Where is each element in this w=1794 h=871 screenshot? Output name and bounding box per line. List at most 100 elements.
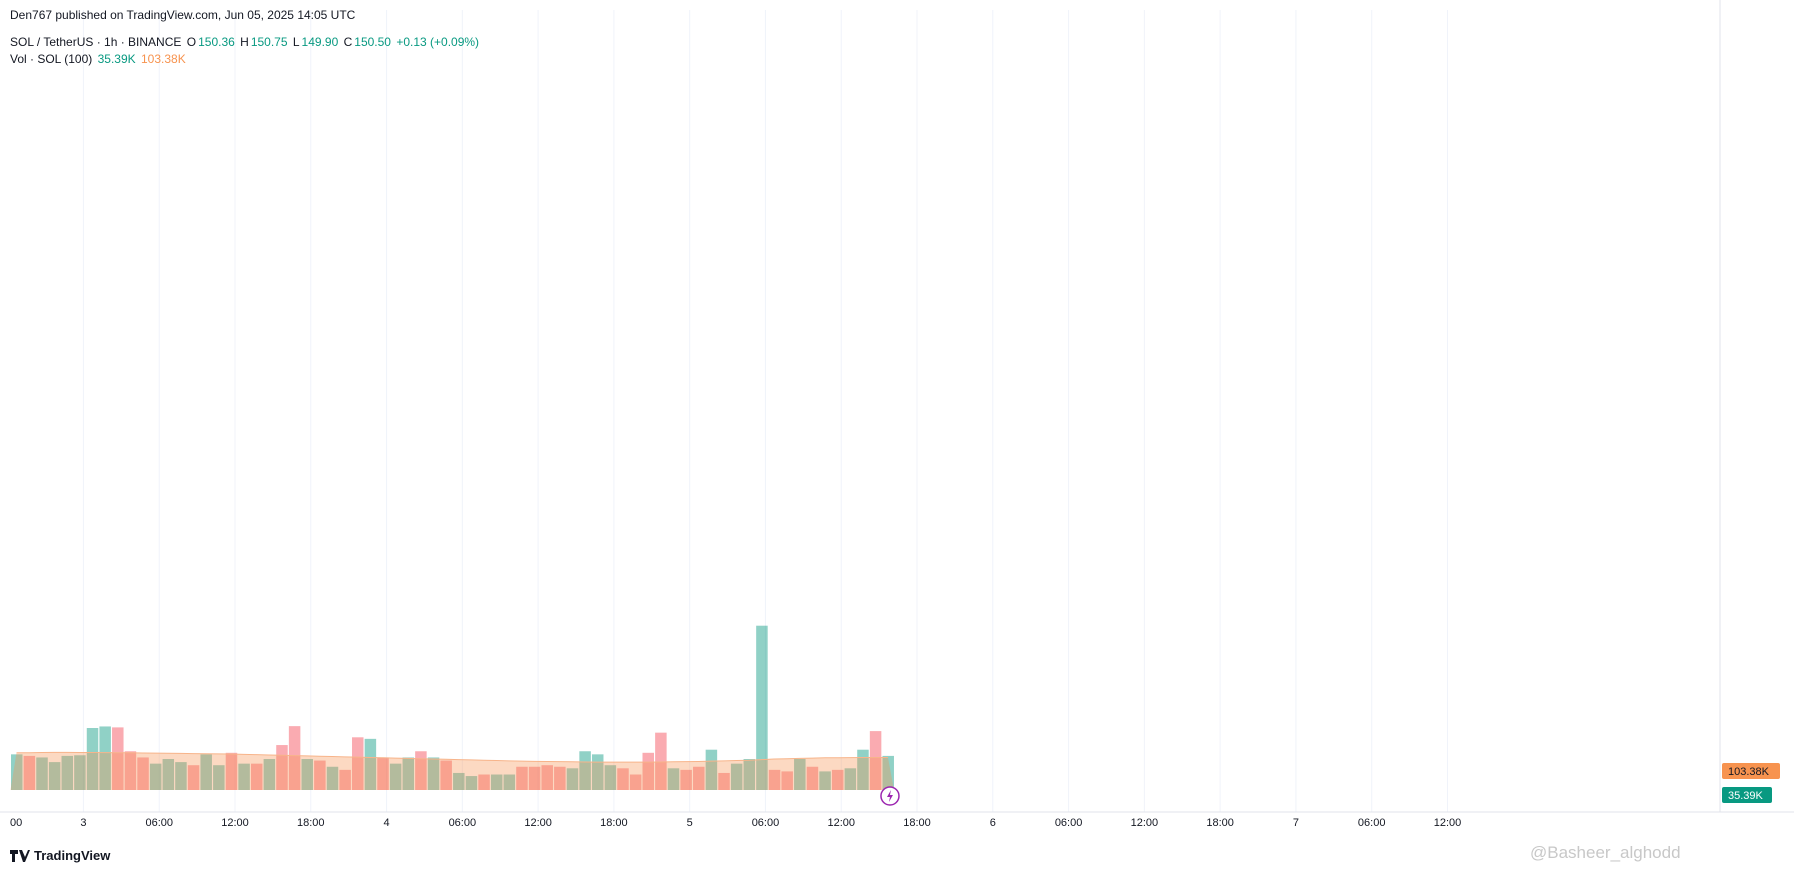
volume-bar [768, 769, 781, 790]
volume-bar [642, 752, 654, 790]
low-value: 149.90 [301, 35, 339, 49]
time-tick-label: 12:00 [827, 817, 855, 829]
volume-bar [680, 769, 692, 790]
volume-bar [693, 766, 705, 790]
volume-bar [528, 766, 541, 790]
time-tick-label: 12:00 [1131, 817, 1159, 829]
volume-bar [478, 774, 490, 790]
change-value: +0.13 (+0.09%) [396, 35, 480, 49]
tradingview-brand: TradingView [34, 848, 111, 863]
published-text: Den767 published on TradingView.com, Jun… [10, 8, 356, 22]
volume-bar [36, 757, 48, 790]
volume-bar [250, 763, 263, 790]
volume-bar [781, 771, 793, 790]
volume-ma-area [10, 752, 894, 790]
volume-bar [756, 625, 768, 790]
volume-bar [882, 755, 894, 790]
volume-legend[interactable]: Vol · SOL (100) 35.39K 103.38K [10, 52, 188, 66]
volume-bar [591, 754, 604, 790]
volume-bar [844, 768, 857, 790]
symbol-name[interactable]: SOL / TetherUS · 1h · BINANCE [10, 35, 182, 49]
time-tick-label: 3 [80, 817, 86, 829]
volume-bar [503, 774, 516, 790]
volume-bar [99, 726, 111, 790]
close-label: C [343, 35, 353, 49]
tradingview-logo[interactable]: TradingView [10, 848, 110, 863]
volume-last-tag[interactable] [1722, 787, 1772, 803]
volume-bar [617, 768, 629, 790]
volume-bar [326, 766, 339, 790]
volume-bar [402, 757, 415, 790]
time-tick-label: 06:00 [1358, 817, 1386, 829]
volume-ma-value: 103.38K [141, 52, 186, 66]
time-tick-label: 18:00 [600, 817, 628, 829]
time-tick-label: 12:00 [1434, 817, 1462, 829]
volume-last-text: 35.39K [1728, 790, 1764, 802]
volume-bar [162, 759, 175, 790]
time-tick-label: 6 [990, 817, 996, 829]
volume-bar [453, 772, 465, 790]
time-tick-label: 7 [1293, 817, 1299, 829]
volume-label[interactable]: Vol · SOL (100) [10, 52, 93, 66]
watermark: @Basheer_alghodd [1530, 843, 1681, 863]
time-tick-label: 12:00 [221, 817, 249, 829]
volume-bar [74, 755, 86, 790]
time-axis[interactable]: 00 3 06:00 12:00 18:00 4 06:00 12:00 18:00 5 06:00… [10, 817, 1461, 829]
close-value: 150.50 [354, 35, 391, 49]
watermark-text: @Basheer_alghodd [1530, 843, 1681, 862]
horizontal-levels[interactable] [10, 0, 1720, 806]
volume-ma-tag[interactable] [1722, 763, 1780, 779]
volume-bar [213, 765, 225, 790]
volume-bar [579, 751, 591, 790]
volume-bar [364, 738, 377, 790]
tradingview-logo-icon [10, 849, 30, 862]
volume-bar [655, 732, 667, 790]
volume-bar [11, 754, 23, 790]
volume-ma-line [16, 751, 888, 763]
volume-bar [23, 755, 36, 790]
volume-bar [819, 771, 831, 790]
volume-bar [705, 749, 718, 790]
volume-bar [339, 769, 351, 790]
volume-bar [516, 766, 528, 790]
volume-bar [200, 754, 212, 790]
volume-bar [831, 769, 844, 790]
open-label: O [186, 35, 197, 49]
volume-bar [352, 737, 364, 790]
volume-bar [263, 759, 276, 790]
chart-grid [0, 0, 1794, 813]
volume-bar [61, 755, 74, 790]
volume-bar [175, 762, 187, 790]
volume-bar [604, 765, 617, 790]
volume-bar [137, 757, 149, 790]
volume-bar [427, 757, 440, 790]
lightning-bolt-icon [886, 790, 893, 802]
time-tick-label: 18:00 [297, 817, 325, 829]
volume-value: 35.39K [97, 52, 136, 66]
volume-bar [389, 763, 402, 790]
open-value: 150.36 [198, 35, 235, 49]
volume-bar [86, 728, 99, 790]
volume-bar [857, 749, 869, 790]
volume-bar [440, 760, 452, 790]
volume-bar [718, 772, 730, 790]
price-axis[interactable]: 141.00142.00143.00144.00145.00146.00147.… [1722, 0, 1780, 803]
volume-bar [465, 776, 478, 790]
volume-bar [490, 774, 503, 790]
volume-bar [806, 766, 819, 790]
volume-bar [187, 765, 200, 790]
time-tick-label: 06:00 [1055, 817, 1083, 829]
time-tick-label: 5 [687, 817, 693, 829]
volume-bar [238, 763, 250, 790]
time-tick-label: 00 [10, 817, 22, 829]
volume-bar [415, 751, 427, 790]
low-label: L [292, 35, 300, 49]
time-tick-label: 18:00 [1206, 817, 1234, 829]
volume-bar [629, 774, 642, 790]
volume-bar [566, 768, 579, 790]
volume-bar [314, 760, 326, 790]
volume-bar [377, 757, 389, 790]
volume-bar [730, 763, 743, 790]
